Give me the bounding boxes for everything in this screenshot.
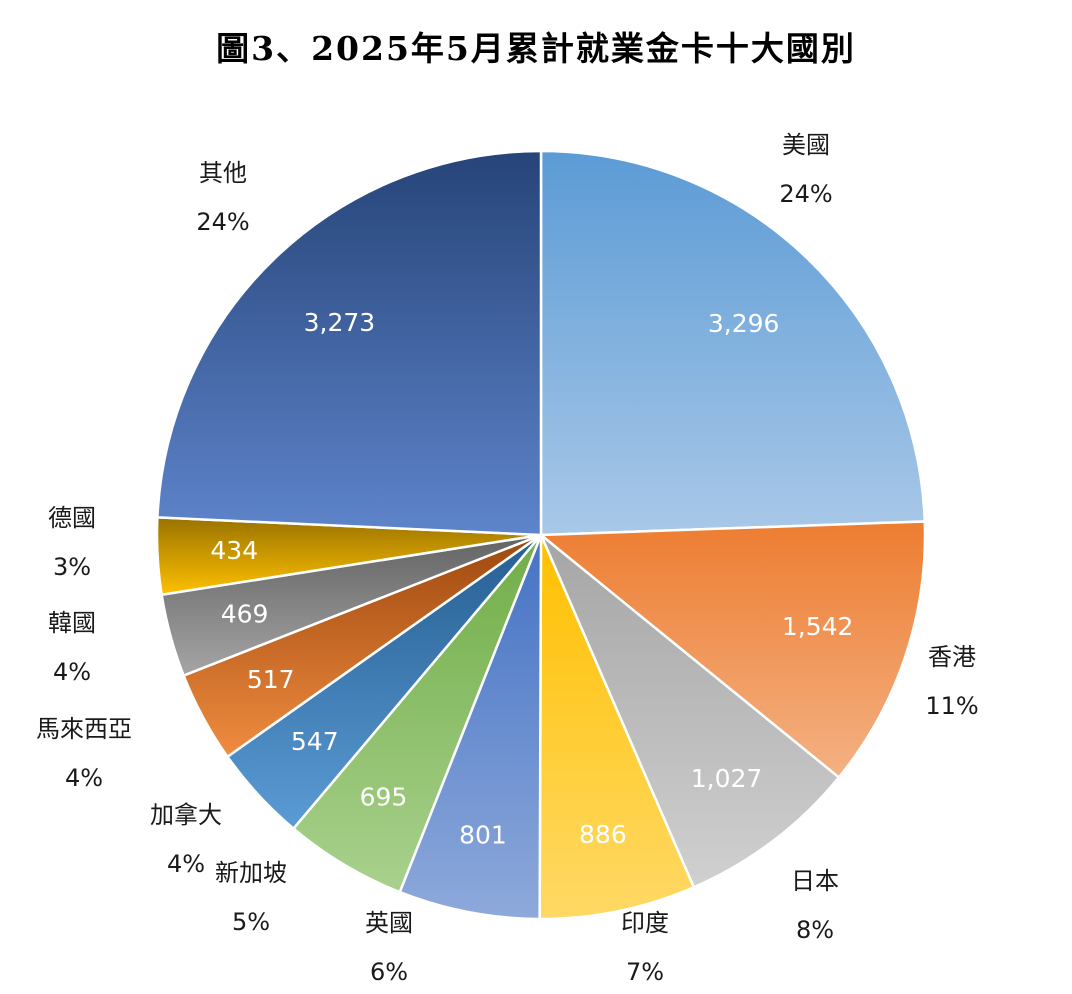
slice-value-label: 434 bbox=[210, 536, 258, 565]
slice-percent-label: 11% bbox=[925, 692, 978, 720]
slice-value-label: 1,027 bbox=[691, 764, 763, 793]
slices-layer bbox=[155, 149, 927, 921]
slice-value-label: 547 bbox=[291, 727, 339, 756]
slice-value-label: 886 bbox=[579, 820, 627, 849]
pie-slice-10 bbox=[156, 149, 543, 537]
value-labels-layer: 3,296 1,542 1,027 886 801 695 547 517 469 434 3,27… bbox=[210, 308, 853, 850]
slice-category-label: 韓國 bbox=[48, 609, 96, 637]
slice-category-label: 印度 bbox=[621, 909, 669, 937]
pie-slice-0 bbox=[539, 149, 927, 537]
category-labels-layer: 美國 24% 香港 11% 日本 8% 印度 7% 英國 6% 新加坡 5% 加拿大 4% 馬來西亞 4% 韓國… bbox=[36, 131, 979, 986]
slice-value-label: 1,542 bbox=[782, 612, 854, 641]
slice-category-label: 德國 bbox=[48, 504, 96, 532]
slice-percent-label: 5% bbox=[232, 908, 270, 936]
slice-percent-label: 6% bbox=[370, 958, 408, 986]
slice-category-label: 香港 bbox=[928, 643, 976, 671]
slice-percent-label: 8% bbox=[796, 916, 834, 944]
slice-category-label: 日本 bbox=[791, 867, 839, 895]
slice-percent-label: 24% bbox=[196, 208, 249, 236]
slice-percent-label: 24% bbox=[779, 180, 832, 208]
pie-slice-2 bbox=[539, 534, 841, 889]
slice-percent-label: 4% bbox=[65, 764, 103, 792]
pie-slice-4 bbox=[398, 534, 543, 921]
slice-percent-label: 4% bbox=[53, 658, 91, 686]
slice-category-label: 新加坡 bbox=[215, 859, 287, 887]
chart-title: 圖3、2025年5月累計就業金卡十大國別 bbox=[216, 29, 856, 68]
slice-category-label: 馬來西亞 bbox=[36, 715, 132, 743]
slice-value-label: 517 bbox=[247, 665, 295, 694]
pie-slice-3 bbox=[538, 534, 696, 921]
slice-value-label: 469 bbox=[221, 600, 269, 629]
slice-value-label: 801 bbox=[459, 821, 507, 850]
slice-category-label: 美國 bbox=[782, 131, 830, 159]
slice-category-label: 其他 bbox=[199, 159, 247, 187]
slice-value-label: 3,296 bbox=[708, 309, 780, 338]
slice-percent-label: 3% bbox=[53, 553, 91, 581]
pie-slice-1 bbox=[537, 520, 927, 780]
slice-percent-label: 7% bbox=[626, 958, 664, 986]
slice-value-label: 695 bbox=[360, 783, 408, 812]
slice-category-label: 加拿大 bbox=[150, 801, 222, 829]
slice-value-label: 3,273 bbox=[304, 308, 376, 337]
slice-category-label: 英國 bbox=[365, 909, 413, 937]
slice-percent-label: 4% bbox=[167, 850, 205, 878]
